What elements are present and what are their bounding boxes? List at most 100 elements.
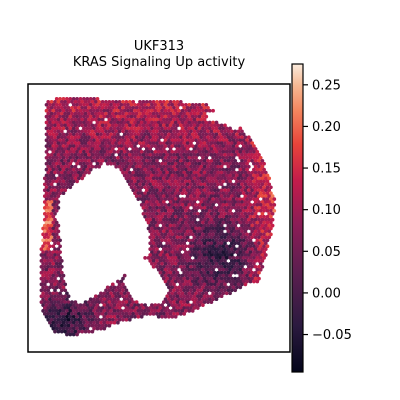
tissue-spot	[219, 135, 224, 140]
tissue-spot	[117, 164, 122, 169]
tissue-spot	[150, 303, 154, 307]
tissue-spot	[224, 150, 229, 154]
tissue-spot	[51, 203, 56, 207]
tissue-spot	[93, 323, 98, 328]
tissue-spot	[92, 314, 96, 319]
tissue-spot	[184, 185, 188, 190]
tissue-spot	[163, 279, 168, 284]
tissue-spot	[73, 100, 78, 104]
tissue-spot	[71, 102, 76, 107]
tissue-spot	[257, 259, 261, 263]
tissue-spot	[90, 164, 95, 169]
tissue-spot	[155, 306, 159, 310]
tissue-spot	[221, 220, 226, 225]
tissue-spot	[102, 326, 107, 331]
tissue-spot	[270, 194, 275, 198]
tissue-spot	[160, 144, 164, 148]
tissue-spot	[61, 114, 66, 119]
tissue-spot	[236, 235, 241, 240]
tissue-spot	[99, 291, 103, 296]
tissue-spot	[153, 303, 158, 307]
tissue-spot	[39, 247, 44, 251]
tissue-spot	[241, 261, 246, 266]
tissue-spot	[134, 170, 139, 175]
tissue-spot	[161, 217, 166, 222]
tissue-spot	[48, 120, 52, 125]
tissue-spot	[226, 182, 231, 187]
tissue-spot	[170, 155, 175, 160]
tissue-spot	[127, 176, 132, 181]
tissue-spot	[65, 150, 69, 154]
tissue-spot	[66, 117, 71, 122]
tissue-spot	[246, 270, 251, 275]
tissue-spot	[257, 241, 261, 246]
tissue-spot	[160, 309, 164, 313]
tissue-spot	[245, 232, 249, 237]
tissue-spot	[61, 97, 66, 101]
tissue-spot	[192, 117, 197, 122]
tissue-spot	[197, 279, 202, 284]
tissue-spot	[209, 200, 214, 204]
tissue-spot	[131, 182, 136, 187]
colorbar-tick-label: 0.25	[312, 78, 341, 93]
tissue-spot	[255, 197, 260, 201]
tissue-spot	[258, 208, 263, 213]
tissue-spot	[172, 206, 176, 210]
tissue-spot	[139, 309, 144, 313]
tissue-spot	[180, 185, 185, 190]
tissue-spot	[199, 211, 204, 216]
tissue-spot	[206, 247, 210, 251]
tissue-spot	[139, 303, 144, 307]
tissue-spot	[236, 211, 241, 216]
tissue-spot	[48, 232, 52, 237]
tissue-spot	[207, 197, 212, 201]
tissue-spot	[70, 176, 74, 181]
tissue-spot	[163, 261, 168, 266]
tissue-spot	[138, 188, 142, 193]
tissue-spot	[221, 185, 226, 190]
tissue-spot	[54, 114, 59, 119]
tissue-spot	[44, 197, 49, 201]
tissue-spot	[243, 188, 248, 193]
tissue-spot	[267, 206, 272, 210]
tissue-spot	[117, 306, 122, 310]
tissue-spot	[180, 173, 185, 178]
tissue-spot	[49, 300, 54, 304]
tissue-spot	[46, 200, 51, 204]
tissue-spot	[263, 194, 268, 198]
tissue-spot	[250, 211, 255, 216]
tissue-spot	[148, 135, 153, 140]
tissue-spot	[184, 126, 188, 131]
tissue-spot	[51, 250, 56, 254]
tissue-spot	[150, 256, 154, 260]
tissue-spot	[173, 244, 178, 249]
tissue-spot	[206, 153, 210, 157]
tissue-spot	[231, 167, 236, 172]
tissue-spot	[95, 138, 100, 143]
tissue-spot	[167, 256, 171, 260]
tissue-spot	[61, 314, 66, 319]
tissue-spot	[197, 244, 202, 249]
tissue-spot	[93, 312, 98, 316]
tissue-spot	[212, 129, 217, 134]
tissue-spot	[214, 150, 219, 154]
tissue-spot	[141, 105, 146, 110]
tissue-spot	[48, 208, 52, 213]
tissue-spot	[192, 276, 197, 281]
tissue-spot	[187, 214, 192, 219]
tissue-spot	[97, 141, 102, 145]
tissue-spot	[178, 306, 183, 310]
tissue-spot	[170, 303, 175, 307]
tissue-spot	[59, 312, 64, 316]
tissue-spot	[229, 200, 234, 204]
tissue-spot	[153, 220, 158, 225]
tissue-spot	[170, 309, 175, 313]
tissue-spot	[178, 158, 183, 163]
tissue-spot	[165, 194, 170, 198]
tissue-spot	[204, 185, 209, 190]
tissue-spot	[211, 126, 215, 131]
tissue-spot	[44, 220, 49, 225]
tissue-spot	[236, 141, 241, 145]
tissue-spot	[61, 185, 66, 190]
